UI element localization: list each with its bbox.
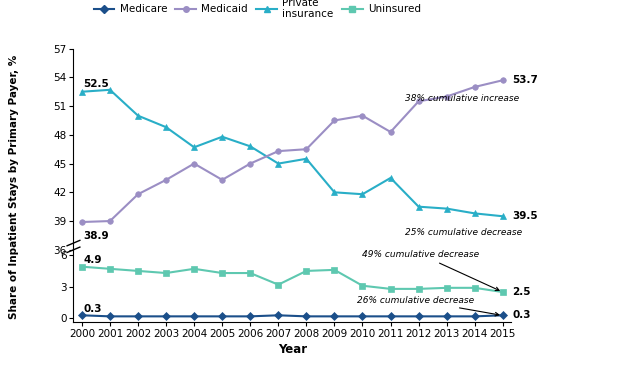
Text: 49% cumulative decrease: 49% cumulative decrease — [362, 250, 499, 291]
Text: 39.5: 39.5 — [512, 211, 538, 221]
Text: 0.3: 0.3 — [83, 304, 102, 314]
Text: 25% cumulative decrease: 25% cumulative decrease — [404, 229, 521, 237]
Text: 38.9: 38.9 — [83, 231, 109, 240]
Text: 26% cumulative decrease: 26% cumulative decrease — [357, 295, 499, 316]
Text: 0.3: 0.3 — [512, 310, 531, 320]
Legend: Medicare, Medicaid, Private
insurance, Uninsured: Medicare, Medicaid, Private insurance, U… — [89, 0, 426, 24]
Text: 2.5: 2.5 — [512, 287, 531, 297]
Text: Share of Inpatient Stays by Primary Payer, %: Share of Inpatient Stays by Primary Paye… — [9, 55, 19, 319]
X-axis label: Year: Year — [278, 343, 307, 356]
Text: 53.7: 53.7 — [512, 75, 539, 85]
Text: 52.5: 52.5 — [83, 79, 109, 89]
Text: 4.9: 4.9 — [83, 255, 102, 264]
Text: 38% cumulative increase: 38% cumulative increase — [404, 94, 519, 103]
